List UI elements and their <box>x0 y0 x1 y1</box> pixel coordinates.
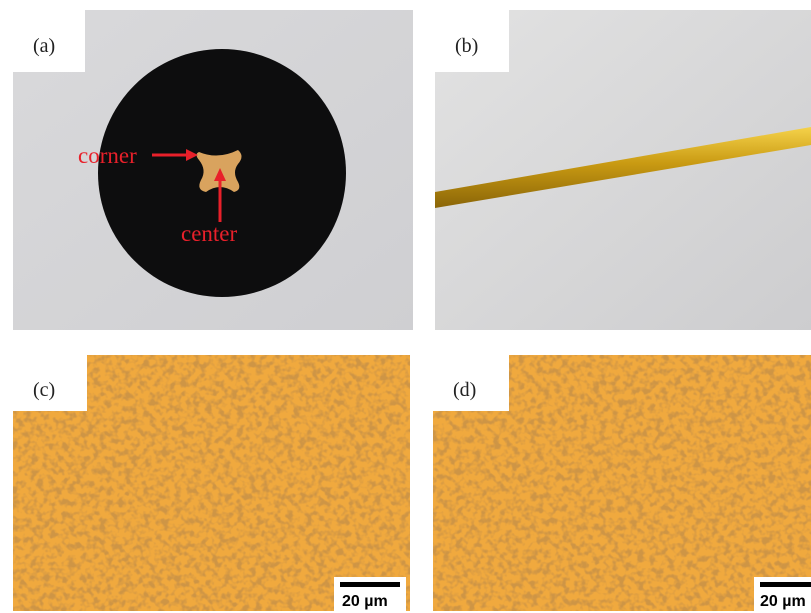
annotation: corner <box>78 143 137 168</box>
panel-a: (a) corner center <box>13 10 413 330</box>
panel-label: (a) <box>33 35 55 57</box>
panel-c: (c) 20 µm <box>13 355 410 611</box>
panel-label: (b) <box>455 35 478 57</box>
annotation: center <box>181 221 238 246</box>
scale-bar <box>340 582 400 587</box>
figure: (a) corner center (b) (c) 20 µm (d) 20 µ… <box>0 0 811 613</box>
panel-label: (d) <box>453 379 476 401</box>
panel-label: (c) <box>33 379 55 401</box>
panel-b: (b) <box>435 10 811 330</box>
scale-bar <box>760 582 811 587</box>
panel-d: (d) 20 µm <box>433 355 811 611</box>
scale-bar-label: 20 µm <box>342 593 388 610</box>
scale-bar-label: 20 µm <box>760 593 806 610</box>
